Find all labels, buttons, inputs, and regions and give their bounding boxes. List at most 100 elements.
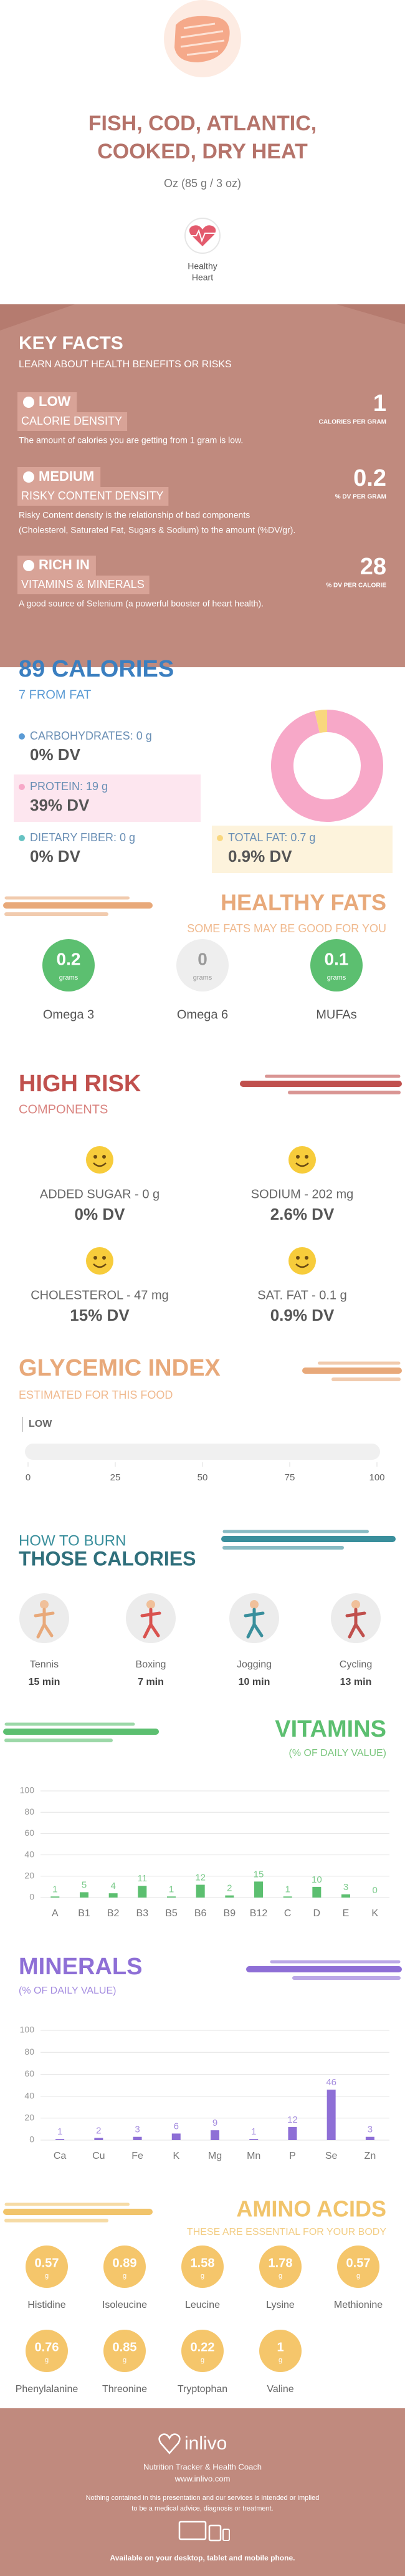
section-subtitle: 7 FROM FAT (19, 688, 91, 702)
value-label: 15 (254, 1869, 264, 1879)
bar (225, 1895, 234, 1898)
glycemic-bar (25, 1444, 380, 1460)
smiley-eye (102, 1256, 106, 1260)
fact-unit: % DV PER CALORIE (326, 582, 386, 589)
value-label: 2 (96, 2125, 101, 2136)
smiley-eye (296, 1155, 300, 1159)
amino-name: Leucine (185, 2300, 220, 2310)
amino-circle (259, 2246, 302, 2288)
amino-circle (181, 2330, 224, 2372)
x-tick-label: A (52, 1908, 59, 1919)
x-tick-label: P (289, 2151, 296, 2161)
y-tick-label: 40 (24, 2090, 34, 2100)
section-subtitle: ESTIMATED FOR THIS FOOD (19, 1389, 173, 1401)
smiley (288, 1247, 316, 1275)
amino-circle (337, 2246, 379, 2288)
smiley-eye (93, 1256, 97, 1260)
fat-value: 0.2 (57, 949, 81, 968)
x-tick-label: K (371, 1908, 378, 1919)
tagline: Nutrition Tracker & Health Coach (143, 2462, 262, 2471)
chart-title: VITAMINS (275, 1716, 386, 1742)
x-tick-label: Cu (92, 2151, 105, 2161)
y-tick-label: 60 (24, 2068, 34, 2078)
x-tick-label: Ca (54, 2151, 67, 2161)
bar (211, 2130, 219, 2140)
y-tick-label: 0 (29, 2135, 34, 2144)
risk-label: CHOLESTEROL - 47 mg (31, 1288, 169, 1302)
fact-label: RISKY CONTENT DENSITY (21, 490, 163, 502)
x-tick-label: 100 (369, 1472, 384, 1483)
risk-dv: 0% DV (75, 1205, 126, 1223)
disclaimer: to be a medical advice, diagnosis or tre… (131, 2505, 273, 2512)
x-tick-label: Fe (131, 2151, 143, 2161)
value-label: 1 (169, 1884, 174, 1894)
fact-label: VITAMINS & MINERALS (21, 578, 145, 591)
x-tick-label: Zn (364, 2151, 376, 2161)
amino-name: Methionine (334, 2300, 383, 2310)
y-tick-label: 20 (24, 2113, 34, 2123)
device-icon (222, 2529, 230, 2541)
fat-circle (310, 939, 363, 991)
fat-value: 0 (198, 949, 207, 968)
risk-dv: 2.6% DV (270, 1205, 335, 1223)
activity-name: Boxing (136, 1659, 166, 1670)
legend-dot (19, 835, 25, 841)
smiley (86, 1247, 113, 1275)
fact-unit: CALORIES PER GRAM (319, 419, 386, 426)
amino-value: 0.76 (35, 2340, 59, 2354)
value-label: 9 (212, 2118, 217, 2128)
amino-circle (103, 2246, 146, 2288)
title: FISH, COD, ATLANTIC, (88, 112, 317, 135)
fat-name: Omega 3 (43, 1008, 94, 1021)
url: www.inlivo.com (174, 2474, 231, 2483)
donut-slice (315, 710, 328, 733)
amino-value: 1.78 (269, 2256, 293, 2270)
amino-unit: g (123, 2357, 126, 2364)
fact-description: Risky Content density is the relationshi… (19, 510, 250, 520)
fat-circle (176, 939, 229, 991)
x-tick-label: B9 (224, 1908, 236, 1919)
smiley-eye (93, 1155, 97, 1159)
chart-subtitle: (% OF DAILY VALUE) (19, 1985, 116, 1996)
smiley-eye (296, 1256, 300, 1260)
value-label: 2 (227, 1883, 232, 1894)
value-label: 1 (52, 1884, 57, 1894)
section-title: HIGH RISK (19, 1071, 141, 1097)
figure-head (351, 1600, 360, 1609)
disclaimer: Nothing contained in this presentation a… (86, 2494, 320, 2502)
badge-label: Heart (192, 273, 213, 282)
bar (312, 1886, 322, 1898)
activity-time: 10 min (239, 1677, 270, 1687)
value-label: 3 (368, 2125, 373, 2135)
heart (189, 225, 216, 246)
brand: inlivo (184, 2433, 227, 2454)
title: COOKED, DRY HEAT (97, 140, 308, 163)
smiley-mouth (93, 1263, 107, 1268)
smiley (288, 1146, 316, 1174)
legend-dot (217, 835, 223, 841)
value-label: 6 (174, 2121, 179, 2131)
bar (94, 2138, 103, 2140)
amino-value: 0.85 (113, 2340, 137, 2354)
chip-icon (23, 397, 34, 408)
highlight (14, 774, 201, 822)
value-label: 1 (251, 2126, 256, 2137)
section-subtitle: SOME FATS MAY BE GOOD FOR YOU (187, 922, 386, 935)
activity-time: 13 min (340, 1677, 372, 1687)
fat-circle (42, 939, 95, 991)
risk-dv: 15% DV (70, 1306, 130, 1324)
x-tick-label: E (343, 1908, 350, 1919)
x-tick-label: 50 (198, 1472, 208, 1483)
fat-value: 0.1 (325, 949, 349, 968)
amino-unit: g (123, 2272, 126, 2280)
amino-name: Threonine (102, 2384, 147, 2395)
logo-icon (158, 2433, 181, 2454)
y-tick-label: 100 (20, 1785, 35, 1795)
value-label: 10 (312, 1874, 322, 1885)
amino-circle (259, 2330, 302, 2372)
amino-unit: g (201, 2272, 204, 2280)
bar (138, 1886, 147, 1898)
x-tick-label: B1 (78, 1908, 90, 1919)
figure-body (34, 1608, 55, 1639)
